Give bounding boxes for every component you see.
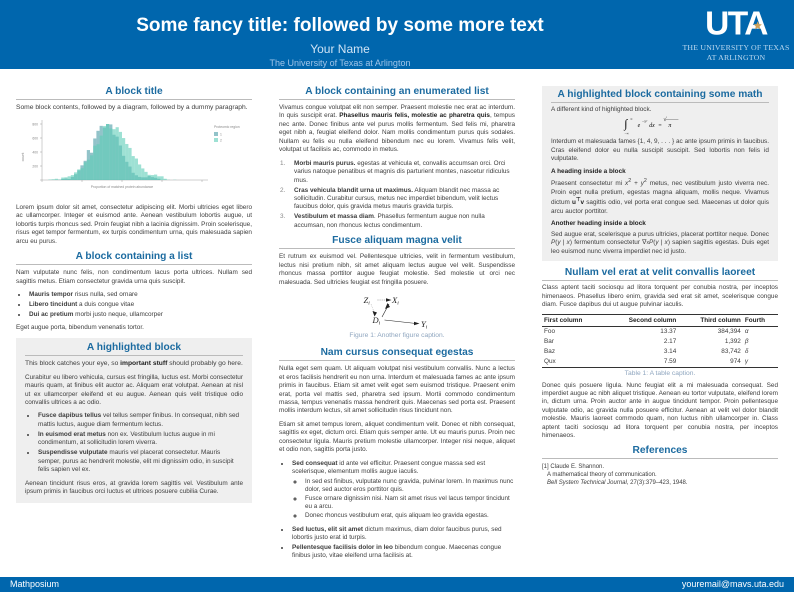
svg-text:=: =	[658, 123, 661, 129]
svg-text:−x2: −x2	[641, 120, 647, 124]
svg-text:400: 400	[32, 150, 38, 154]
svg-text:−∞: −∞	[624, 132, 629, 136]
svg-text:Proportion of matched protein: Proportion of matched protein abundance	[91, 185, 154, 189]
svg-text:∞: ∞	[630, 117, 633, 121]
svg-text:Di: Di	[372, 315, 381, 327]
svg-text:2: 2	[220, 138, 222, 142]
svg-text:Proteomic region: Proteomic region	[214, 125, 240, 129]
svg-text:e: e	[637, 123, 640, 129]
svg-text:Yi: Yi	[421, 319, 428, 331]
svg-text:Xi: Xi	[391, 295, 399, 307]
svg-text:1: 1	[220, 132, 222, 136]
svg-text:count: count	[21, 152, 25, 161]
svg-text:dx: dx	[649, 123, 655, 129]
svg-text:600: 600	[32, 136, 38, 140]
svg-text:200: 200	[32, 164, 38, 168]
svg-text:∫: ∫	[623, 118, 628, 131]
svg-text:Zi: Zi	[364, 295, 371, 307]
svg-text:800: 800	[32, 122, 38, 126]
svg-text:π: π	[668, 123, 672, 129]
svg-text:√: √	[663, 116, 667, 123]
